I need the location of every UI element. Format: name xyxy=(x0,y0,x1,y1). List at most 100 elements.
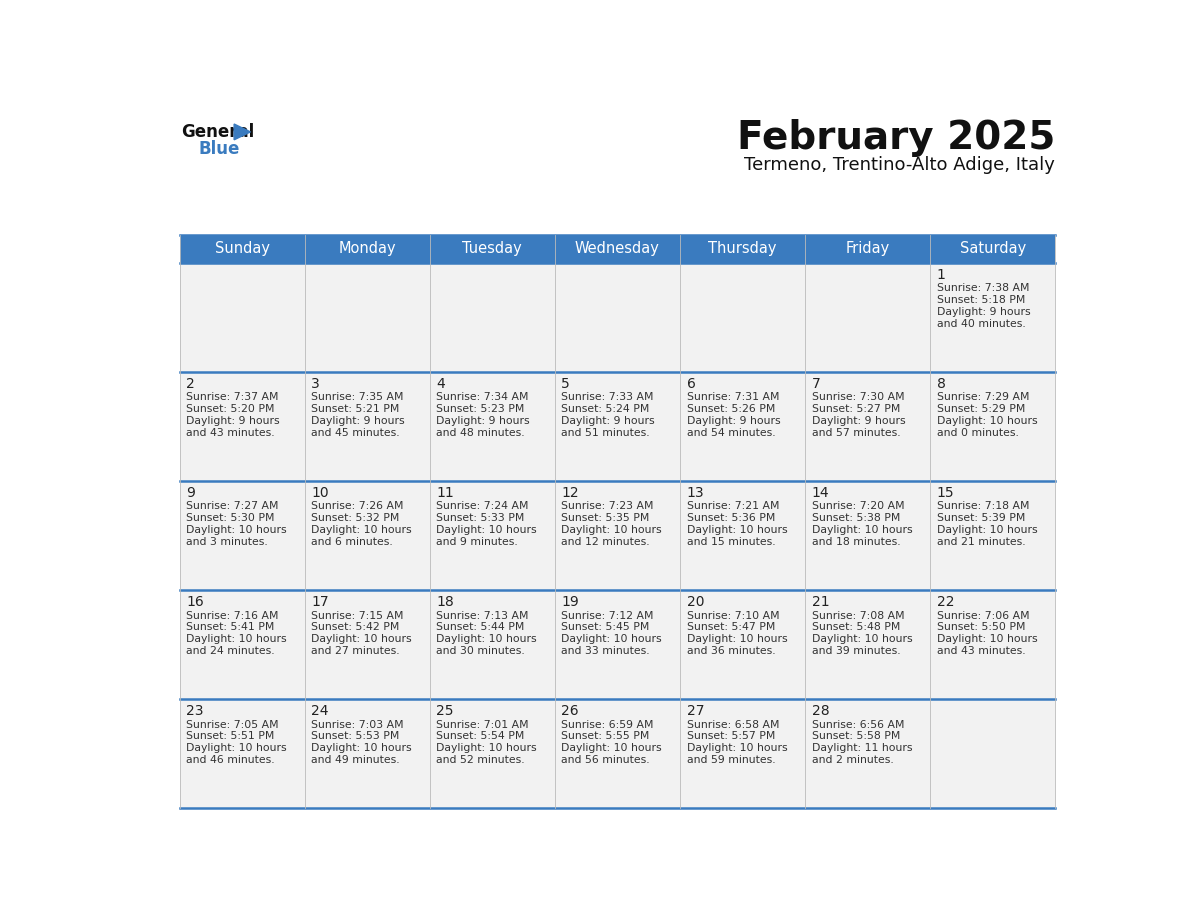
Text: Sunset: 5:20 PM: Sunset: 5:20 PM xyxy=(187,404,274,414)
Text: Daylight: 10 hours: Daylight: 10 hours xyxy=(811,525,912,535)
Text: Sunset: 5:32 PM: Sunset: 5:32 PM xyxy=(311,513,399,523)
Bar xyxy=(930,699,1055,808)
Text: Daylight: 10 hours: Daylight: 10 hours xyxy=(311,634,412,644)
Bar xyxy=(555,372,680,481)
Text: and 36 minutes.: and 36 minutes. xyxy=(687,646,775,656)
Bar xyxy=(805,699,930,808)
Text: Daylight: 9 hours: Daylight: 9 hours xyxy=(562,416,655,426)
Text: and 3 minutes.: and 3 minutes. xyxy=(187,537,267,547)
Text: Sunset: 5:41 PM: Sunset: 5:41 PM xyxy=(187,622,274,633)
Text: and 6 minutes.: and 6 minutes. xyxy=(311,537,393,547)
Text: Sunset: 5:33 PM: Sunset: 5:33 PM xyxy=(436,513,525,523)
Text: Sunrise: 7:13 AM: Sunrise: 7:13 AM xyxy=(436,610,529,621)
Text: Sunset: 5:51 PM: Sunset: 5:51 PM xyxy=(187,732,274,742)
Text: Daylight: 9 hours: Daylight: 9 hours xyxy=(311,416,405,426)
Text: 13: 13 xyxy=(687,486,704,500)
Text: 4: 4 xyxy=(436,377,446,391)
Text: and 12 minutes.: and 12 minutes. xyxy=(562,537,650,547)
Text: Blue: Blue xyxy=(198,140,240,158)
Text: Daylight: 10 hours: Daylight: 10 hours xyxy=(687,634,788,644)
Text: and 43 minutes.: and 43 minutes. xyxy=(187,428,274,438)
Text: Daylight: 9 hours: Daylight: 9 hours xyxy=(936,308,1030,318)
Text: Thursday: Thursday xyxy=(708,241,777,256)
Text: Daylight: 9 hours: Daylight: 9 hours xyxy=(187,416,279,426)
Text: Sunrise: 7:33 AM: Sunrise: 7:33 AM xyxy=(562,392,653,402)
Text: Daylight: 10 hours: Daylight: 10 hours xyxy=(187,744,286,754)
Text: Monday: Monday xyxy=(339,241,396,256)
Bar xyxy=(555,481,680,589)
Text: 28: 28 xyxy=(811,704,829,718)
Text: Sunrise: 7:30 AM: Sunrise: 7:30 AM xyxy=(811,392,904,402)
Text: 5: 5 xyxy=(562,377,570,391)
Text: 1: 1 xyxy=(936,268,946,282)
Bar xyxy=(304,481,430,589)
Text: Daylight: 10 hours: Daylight: 10 hours xyxy=(311,525,412,535)
Text: Tuesday: Tuesday xyxy=(462,241,523,256)
Text: Sunset: 5:39 PM: Sunset: 5:39 PM xyxy=(936,513,1025,523)
Text: 23: 23 xyxy=(187,704,203,718)
Bar xyxy=(680,589,805,699)
Text: and 39 minutes.: and 39 minutes. xyxy=(811,646,901,656)
Text: Daylight: 10 hours: Daylight: 10 hours xyxy=(687,525,788,535)
Text: Sunset: 5:18 PM: Sunset: 5:18 PM xyxy=(936,296,1025,306)
Bar xyxy=(680,263,805,372)
Bar xyxy=(680,481,805,589)
Text: and 57 minutes.: and 57 minutes. xyxy=(811,428,901,438)
Text: Sunset: 5:42 PM: Sunset: 5:42 PM xyxy=(311,622,399,633)
Bar xyxy=(430,699,555,808)
Text: and 30 minutes.: and 30 minutes. xyxy=(436,646,525,656)
Text: 27: 27 xyxy=(687,704,704,718)
Text: Sunrise: 6:58 AM: Sunrise: 6:58 AM xyxy=(687,720,779,730)
Bar xyxy=(930,372,1055,481)
Text: 18: 18 xyxy=(436,595,454,610)
Text: Sunset: 5:58 PM: Sunset: 5:58 PM xyxy=(811,732,901,742)
Text: Sunrise: 7:20 AM: Sunrise: 7:20 AM xyxy=(811,501,904,511)
Text: and 21 minutes.: and 21 minutes. xyxy=(936,537,1025,547)
Text: Daylight: 10 hours: Daylight: 10 hours xyxy=(936,416,1037,426)
Text: Daylight: 10 hours: Daylight: 10 hours xyxy=(311,744,412,754)
Text: Sunrise: 7:12 AM: Sunrise: 7:12 AM xyxy=(562,610,653,621)
Text: Sunday: Sunday xyxy=(215,241,270,256)
Bar xyxy=(179,263,304,372)
Text: Sunset: 5:35 PM: Sunset: 5:35 PM xyxy=(562,513,650,523)
Text: Sunrise: 7:27 AM: Sunrise: 7:27 AM xyxy=(187,501,279,511)
Text: Sunrise: 7:26 AM: Sunrise: 7:26 AM xyxy=(311,501,404,511)
Text: and 15 minutes.: and 15 minutes. xyxy=(687,537,775,547)
Text: and 52 minutes.: and 52 minutes. xyxy=(436,756,525,766)
Text: Wednesday: Wednesday xyxy=(575,241,659,256)
Text: Daylight: 10 hours: Daylight: 10 hours xyxy=(936,634,1037,644)
Text: and 48 minutes.: and 48 minutes. xyxy=(436,428,525,438)
Text: and 0 minutes.: and 0 minutes. xyxy=(936,428,1018,438)
Polygon shape xyxy=(234,124,251,140)
Bar xyxy=(805,263,930,372)
Text: Sunrise: 7:05 AM: Sunrise: 7:05 AM xyxy=(187,720,279,730)
Bar xyxy=(304,372,430,481)
Text: Sunrise: 7:24 AM: Sunrise: 7:24 AM xyxy=(436,501,529,511)
Text: Sunrise: 7:23 AM: Sunrise: 7:23 AM xyxy=(562,501,653,511)
Text: Sunrise: 6:56 AM: Sunrise: 6:56 AM xyxy=(811,720,904,730)
Text: 9: 9 xyxy=(187,486,195,500)
Text: Daylight: 10 hours: Daylight: 10 hours xyxy=(687,744,788,754)
Text: 16: 16 xyxy=(187,595,204,610)
Bar xyxy=(430,481,555,589)
Text: 6: 6 xyxy=(687,377,695,391)
Text: and 2 minutes.: and 2 minutes. xyxy=(811,756,893,766)
Bar xyxy=(430,263,555,372)
Text: February 2025: February 2025 xyxy=(737,119,1055,157)
Text: Daylight: 9 hours: Daylight: 9 hours xyxy=(687,416,781,426)
Bar xyxy=(930,263,1055,372)
Text: Sunrise: 7:38 AM: Sunrise: 7:38 AM xyxy=(936,284,1029,294)
Bar xyxy=(930,481,1055,589)
Bar xyxy=(680,699,805,808)
Text: and 9 minutes.: and 9 minutes. xyxy=(436,537,518,547)
Text: 26: 26 xyxy=(562,704,579,718)
Text: Sunrise: 7:03 AM: Sunrise: 7:03 AM xyxy=(311,720,404,730)
Text: General: General xyxy=(181,123,254,141)
Text: and 59 minutes.: and 59 minutes. xyxy=(687,756,775,766)
Text: 10: 10 xyxy=(311,486,329,500)
Bar xyxy=(179,589,304,699)
Text: Friday: Friday xyxy=(846,241,890,256)
Text: Daylight: 11 hours: Daylight: 11 hours xyxy=(811,744,912,754)
Text: and 49 minutes.: and 49 minutes. xyxy=(311,756,400,766)
Text: 22: 22 xyxy=(936,595,954,610)
